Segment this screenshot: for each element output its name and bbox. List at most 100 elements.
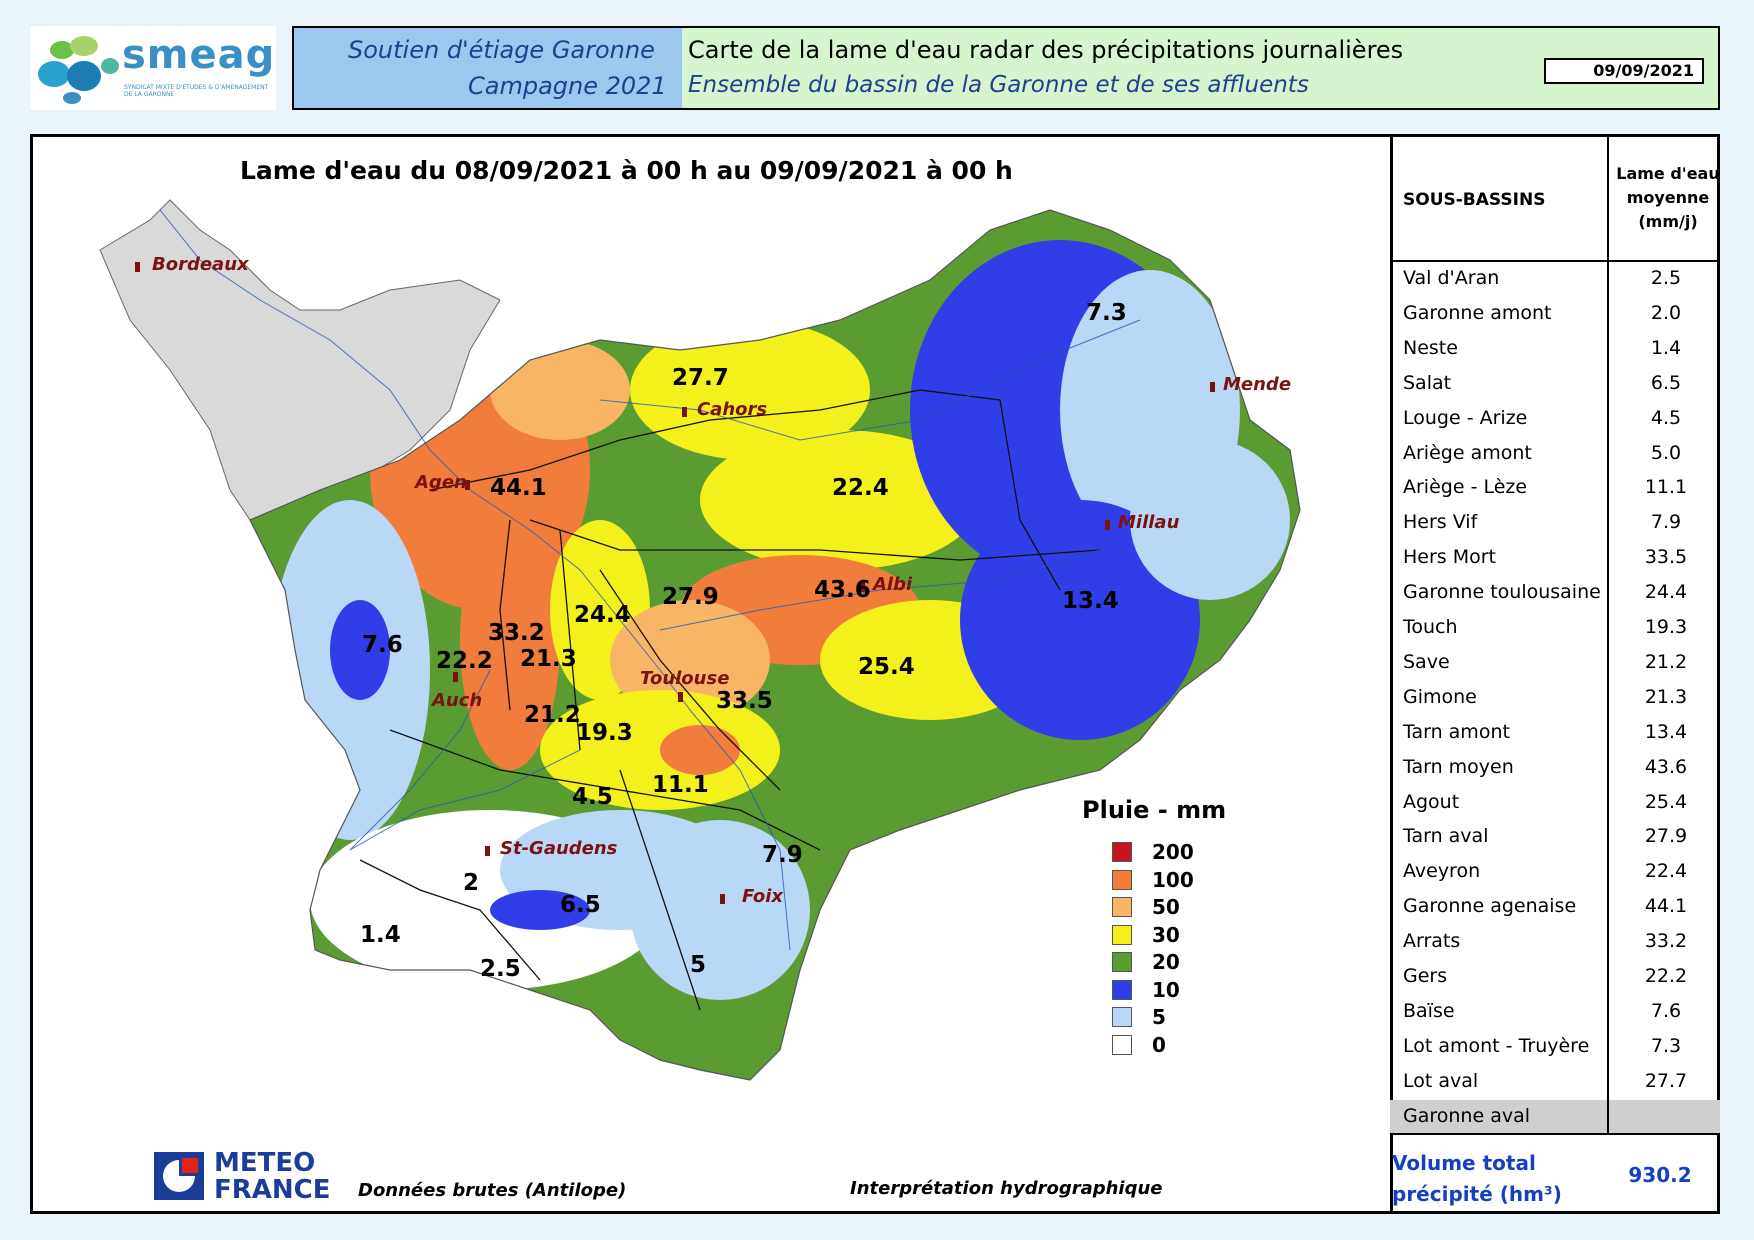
basin-values: 44.1 27.7 22.4 7.3 13.4 43.6 27.9 24.4 3… [360, 300, 1127, 982]
value-lot-amont: 7.3 [1086, 300, 1127, 326]
meteo-france-wordmark-line1: METEO [214, 1148, 316, 1178]
total-volume-label: Volume total précipité (hm³) [1392, 1148, 1562, 1210]
svg-text:Millau: Millau [1118, 512, 1180, 533]
subbasin-value: 1.4 [1650, 336, 1682, 359]
svg-text:Albi: Albi [871, 574, 913, 595]
subbasin-name: Agout [1403, 790, 1460, 813]
legend-swatch [1112, 924, 1132, 945]
header-program: Soutien d'étiage Garonne [348, 36, 655, 64]
meteo-france-wordmark-line2: FRANCE [214, 1175, 331, 1205]
subbasin-name: Garonne agenaise [1403, 895, 1577, 918]
subbasin-value: 22.4 [1644, 860, 1688, 883]
table-header-subbasins: SOUS-BASSINS [1403, 190, 1546, 210]
table-row: Touch 19.3 [1393, 610, 1723, 645]
table-row: Ariège amont 5.0 [1393, 436, 1723, 471]
table-row: Garonne aval [1393, 1099, 1723, 1134]
smeag-tagline: SYNDICAT MIXTE D'ETUDES & D'AMENAGEMENT … [124, 84, 269, 98]
svg-text:Toulouse: Toulouse [640, 668, 729, 689]
legend-item: 5 [1112, 1005, 1262, 1031]
subbasin-name: Val d'Aran [1403, 267, 1500, 289]
legend-swatch [1112, 869, 1132, 890]
subbasin-name: Garonne aval [1403, 1104, 1531, 1127]
total-volume-label-line1: Volume total [1392, 1151, 1536, 1175]
city-mende: Mende [1210, 374, 1291, 395]
subbasin-name: Aveyron [1403, 860, 1481, 883]
value-neste: 1.4 [360, 922, 401, 948]
subbasin-name: Ariège amont [1403, 441, 1532, 464]
map-title: Lame d'eau du 08/09/2021 à 00 h au 09/09… [240, 156, 1013, 185]
header-campaign: Campagne 2021 [468, 72, 667, 100]
table-row: Garonne agenaise 44.1 [1393, 889, 1723, 924]
value-baise: 7.6 [362, 632, 403, 658]
value-hers-vif: 7.9 [762, 842, 803, 868]
legend-item: 200 [1112, 840, 1262, 866]
subbasin-name: Lot aval [1403, 1069, 1479, 1092]
legend-item: 30 [1112, 923, 1262, 949]
legend-item: 10 [1112, 978, 1262, 1004]
table-row: Tarn moyen 43.6 [1393, 750, 1723, 785]
total-volume-label-line2: précipité (hm³) [1392, 1182, 1562, 1206]
table-row: Arrats 33.2 [1393, 924, 1723, 959]
legend-label: 10 [1152, 977, 1180, 1002]
svg-text:Foix: Foix [742, 886, 784, 907]
interpretation-note: Interprétation hydrographique [850, 1178, 1163, 1199]
table-row: Ariège - Lèze 11.1 [1393, 470, 1723, 505]
legend-swatch [1112, 952, 1132, 972]
table-row: Hers Vif 7.9 [1393, 505, 1723, 540]
meteo-france-logo-icon [154, 1152, 204, 1200]
subbasin-value: 21.2 [1644, 650, 1688, 673]
subbasin-name: Hers Mort [1403, 546, 1497, 569]
subbasin-name: Save [1403, 650, 1450, 673]
subbasin-value: 13.4 [1644, 720, 1688, 743]
subbasin-name: Lot amont - Truyère [1403, 1034, 1590, 1057]
subbasin-value: 6.5 [1650, 371, 1682, 394]
value-tarn-amont: 13.4 [1062, 588, 1119, 614]
legend-title: Pluie - mm [1082, 796, 1227, 824]
subbasin-value: 2.0 [1650, 301, 1682, 324]
subbasin-value: 24.4 [1644, 581, 1688, 604]
legend-label: 100 [1152, 867, 1194, 892]
value-hers-mort: 33.5 [716, 688, 773, 714]
table-row: Val d'Aran 2.5 [1393, 261, 1723, 296]
value-arrats: 33.2 [488, 620, 545, 646]
subbasin-name: Garonne amont [1403, 301, 1552, 324]
subbasin-name: Arrats [1403, 930, 1461, 953]
subbasin-value: 7.9 [1650, 511, 1682, 534]
table-header-rainfall-line3: (mm/j) [1638, 212, 1698, 231]
subbasin-name: Louge - Arize [1403, 406, 1528, 429]
subbasin-name: Neste [1403, 336, 1458, 359]
value-tarn-aval: 27.9 [662, 584, 719, 610]
city-millau: Millau [1105, 512, 1180, 533]
smeag-logo-icon [38, 36, 119, 104]
header-subtitle: Ensemble du bassin de la Garonne et de s… [688, 72, 1309, 98]
svg-text:Auch: Auch [430, 690, 482, 711]
value-agout: 25.4 [858, 654, 915, 680]
subbasin-value: 33.5 [1644, 546, 1688, 569]
value-gers: 22.2 [436, 648, 493, 674]
table-row: Garonne toulousaine 24.4 [1393, 575, 1723, 610]
subbasin-value: 5.0 [1650, 441, 1682, 464]
subbasin-name: Salat [1403, 371, 1452, 394]
value-ariege-leze: 11.1 [652, 772, 709, 798]
legend-label: 0 [1152, 1032, 1166, 1057]
subbasin-name: Gimone [1403, 685, 1477, 708]
table-grid [1390, 134, 1720, 1135]
subbasin-name: Tarn moyen [1403, 755, 1514, 778]
svg-text:Mende: Mende [1223, 374, 1291, 395]
city-auch: Auch [430, 672, 482, 711]
subbasin-value: 21.3 [1644, 685, 1688, 708]
subbasin-name: Gers [1403, 965, 1448, 987]
table-row: Tarn amont 13.4 [1393, 715, 1723, 750]
subbasin-value: 27.9 [1644, 825, 1688, 848]
subbasin-name: Tarn amont [1403, 720, 1510, 743]
legend-item: 50 [1112, 895, 1262, 921]
value-garonne-amont: 2 [463, 870, 479, 896]
table-row: Salat 6.5 [1393, 366, 1723, 401]
subbasin-name: Touch [1403, 616, 1458, 638]
city-st-gaudens: St-Gaudens [485, 838, 618, 859]
subbasin-name: Hers Vif [1403, 511, 1478, 534]
table-row: Garonne amont 2.0 [1393, 296, 1723, 331]
svg-text:Agen: Agen [413, 472, 467, 493]
legend-item: 0 [1112, 1033, 1262, 1059]
value-louge-arize: 4.5 [572, 784, 613, 810]
